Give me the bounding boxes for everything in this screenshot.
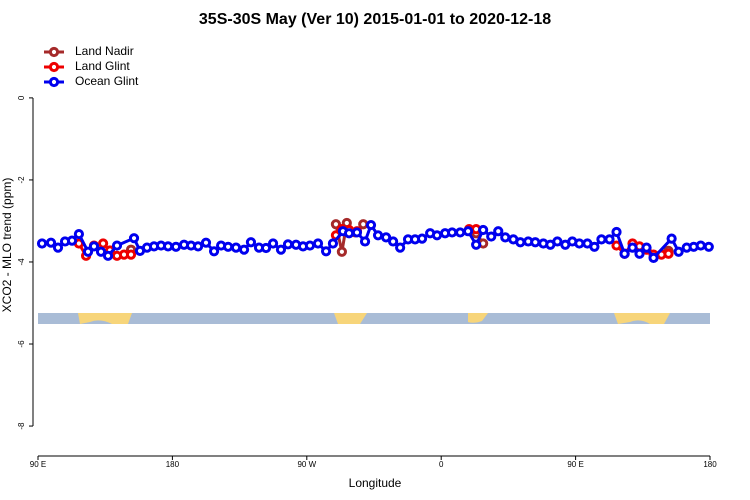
data-point — [611, 226, 622, 238]
data-point — [695, 240, 706, 251]
data-point — [515, 237, 526, 248]
data-point — [343, 228, 355, 239]
data-point — [320, 246, 332, 257]
x-tick-label: 90 E — [567, 460, 583, 469]
land-patch — [78, 313, 132, 324]
data-point — [330, 219, 342, 230]
data-point — [478, 224, 489, 236]
data-point — [52, 242, 64, 253]
data-point — [82, 246, 94, 257]
data-point — [66, 235, 78, 246]
x-axis-title: Longitude — [349, 476, 402, 490]
data-point — [98, 238, 109, 249]
x-tick-label: 0 — [439, 460, 444, 469]
data-point — [275, 244, 287, 255]
data-point — [95, 246, 107, 257]
data-point — [648, 252, 659, 263]
legend-marker — [48, 46, 60, 58]
data-point — [327, 238, 339, 249]
ocean-strip — [38, 313, 710, 324]
chart-title: 35S-30S May (Ver 10) 2015-01-01 to 2020-… — [199, 11, 551, 28]
data-point — [530, 237, 541, 248]
data-point — [666, 233, 677, 244]
data-point — [486, 231, 497, 242]
data-point — [380, 232, 392, 243]
legend-item: Ocean Glint — [44, 74, 139, 88]
data-point — [111, 240, 123, 251]
data-point — [304, 240, 316, 251]
data-point — [260, 242, 272, 254]
legend-label: Land Nadir — [75, 44, 134, 58]
land-patch — [614, 313, 670, 324]
legend-label: Land Glint — [75, 59, 130, 73]
data-point — [372, 230, 384, 241]
data-point — [455, 227, 466, 238]
data-point — [447, 227, 458, 238]
data-point — [170, 241, 182, 252]
data-point — [627, 242, 638, 253]
data-point — [431, 230, 443, 241]
data-point — [462, 226, 474, 237]
data-point — [589, 241, 600, 252]
data-point — [267, 238, 279, 249]
land-patch — [468, 313, 488, 323]
y-tick-label: -6 — [17, 340, 26, 348]
y-tick-label: -2 — [17, 176, 26, 184]
y-tick-label: -4 — [17, 258, 26, 266]
y-axis-title: XCO2 - MLO trend (ppm) — [0, 178, 14, 313]
data-point — [351, 227, 363, 238]
data-point — [238, 244, 250, 255]
data-point — [471, 239, 482, 250]
data-point — [641, 242, 652, 253]
x-tick-label: 90 W — [297, 460, 316, 469]
y-tick-label: -8 — [17, 422, 26, 430]
data-point — [282, 239, 294, 250]
data-point — [552, 236, 563, 247]
data-point — [208, 246, 220, 257]
data-point — [192, 241, 204, 252]
y-tick-label: 0 — [17, 95, 26, 100]
data-point — [88, 241, 100, 252]
legend-item: Land Glint — [44, 59, 130, 73]
data-point — [125, 249, 137, 260]
data-point — [45, 237, 57, 248]
data-point — [596, 234, 607, 245]
data-point — [388, 236, 399, 247]
data-point — [312, 238, 324, 249]
data-point — [604, 234, 615, 245]
x-tick-label: 90 E — [30, 460, 46, 469]
data-point — [395, 242, 406, 253]
x-tick-label: 180 — [166, 460, 180, 469]
data-point — [493, 226, 504, 237]
data-point — [223, 241, 234, 252]
data-point — [358, 219, 369, 230]
data-point — [336, 246, 347, 257]
data-point — [416, 233, 428, 244]
data-point — [574, 238, 585, 249]
legend-marker — [48, 61, 60, 73]
data-point — [500, 232, 511, 243]
legend-marker — [48, 76, 60, 88]
data-point — [619, 248, 630, 259]
data-point — [365, 219, 377, 231]
data-point — [102, 250, 114, 261]
land-patch — [334, 313, 367, 324]
data-point — [673, 246, 684, 257]
data-point — [73, 228, 85, 240]
data-point — [663, 248, 674, 259]
data-point — [200, 237, 212, 248]
legend-item: Land Nadir — [44, 44, 134, 58]
data-point — [703, 241, 714, 252]
map-strip — [38, 313, 710, 324]
data-point — [634, 248, 645, 259]
data-point — [245, 237, 257, 248]
data-point — [230, 242, 242, 253]
legend-label: Ocean Glint — [75, 74, 139, 88]
x-tick-label: 180 — [703, 460, 717, 469]
data-point — [128, 233, 140, 244]
data-point — [162, 241, 174, 252]
data-point — [359, 236, 371, 247]
data-point — [36, 238, 48, 249]
